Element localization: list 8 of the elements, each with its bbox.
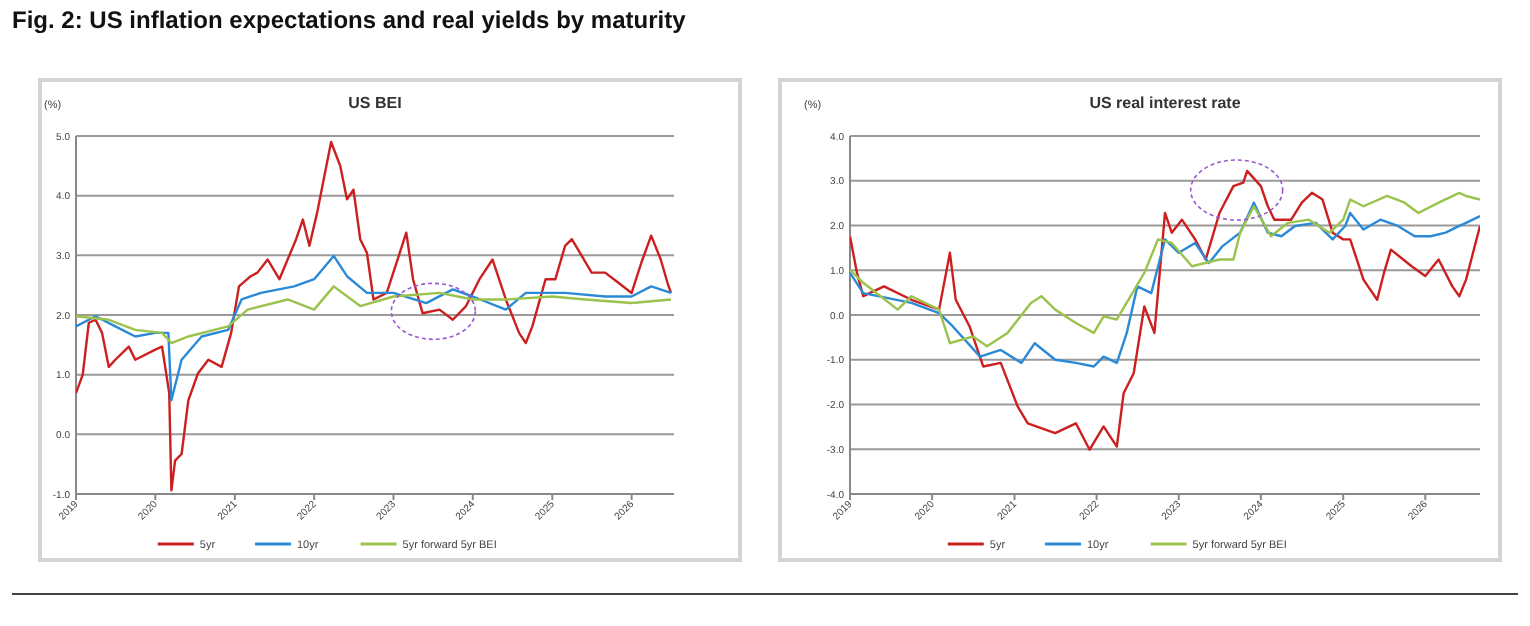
line-series — [850, 191, 1480, 348]
chart-title: US BEI — [348, 94, 402, 112]
caption: Fig. 2: US inflation expectations and real yields by maturity — [12, 6, 687, 34]
line-series — [76, 285, 673, 345]
line-series — [76, 254, 673, 402]
chart-title: US real interest rate — [1089, 94, 1242, 112]
line-series — [850, 201, 1480, 368]
line-series — [850, 169, 1480, 451]
